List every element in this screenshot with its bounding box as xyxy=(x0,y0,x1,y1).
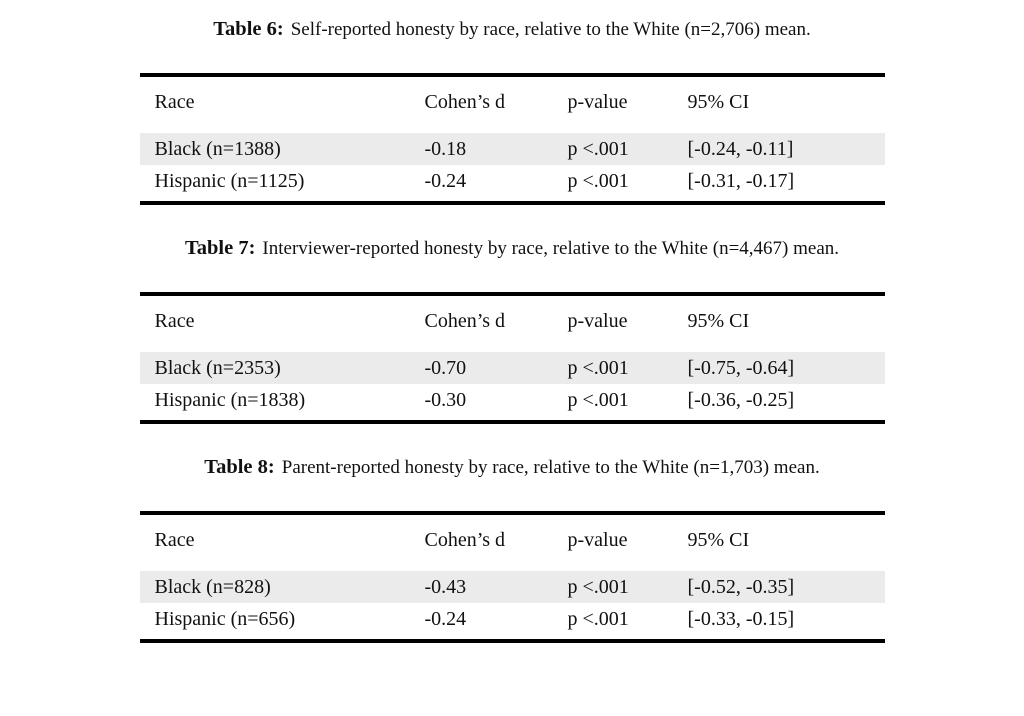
column-header-cohens-d: Cohen’s d xyxy=(424,294,568,350)
cell-race: Black (n=2353) xyxy=(139,345,425,384)
cell-race: Black (n=1388) xyxy=(139,126,425,165)
table-row: Black (n=828) -0.43 p <.001 [-0.52, -0.3… xyxy=(139,564,885,603)
table-7-caption-label: Table 7: xyxy=(184,237,256,259)
cell-ci: [-0.33, -0.15] xyxy=(687,608,795,630)
table-8-caption: Table 8: Parent-reported honesty by race,… xyxy=(0,454,1024,481)
cell-p-value: p <.001 xyxy=(567,126,688,165)
table-8-block: Table 8: Parent-reported honesty by race,… xyxy=(0,454,1024,643)
column-header-cohens-d: Cohen’s d xyxy=(424,513,568,569)
column-header-ci: 95% CI xyxy=(687,75,885,131)
cell-cohens-d: -0.18 xyxy=(424,126,568,165)
cell-cohens-d: -0.43 xyxy=(424,564,568,603)
table-6: Race Cohen’s d p-value 95% CI Black (n=1… xyxy=(139,73,885,205)
table-8-caption-label: Table 8: xyxy=(204,456,275,478)
cell-ci: [-0.52, -0.35] xyxy=(687,564,885,603)
cell-ci: [-0.31, -0.17] xyxy=(687,170,795,192)
table-row: Black (n=2353) -0.70 p <.001 [-0.75, -0.… xyxy=(139,345,885,384)
table-row: Hispanic (n=1838) -0.30 p <.001 [-0.36, … xyxy=(140,384,885,422)
column-header-p-value: p-value xyxy=(567,513,688,569)
table-7-block: Table 7: Interviewer-reported honesty by … xyxy=(0,235,1024,424)
table-8-body: Black (n=828) -0.43 p <.001 [-0.52, -0.3… xyxy=(139,564,885,642)
column-header-race: Race xyxy=(139,75,425,131)
cell-race: Hispanic (n=1838) xyxy=(154,389,306,411)
header-row: Race Cohen’s d p-value 95% CI xyxy=(139,513,885,569)
table-row: Hispanic (n=656) -0.24 p <.001 [-0.33, -… xyxy=(140,603,885,641)
column-header-p-value: p-value xyxy=(567,75,688,131)
cell-ci: [-0.24, -0.11] xyxy=(687,126,885,165)
table-6-caption-label: Table 6: xyxy=(213,18,284,40)
table-6-caption: Table 6: Self-reported honesty by race, r… xyxy=(0,16,1024,43)
header-row: Race Cohen’s d p-value 95% CI xyxy=(139,294,885,350)
table-7: Race Cohen’s d p-value 95% CI Black (n=2… xyxy=(139,292,885,424)
table-8: Race Cohen’s d p-value 95% CI Black (n=8… xyxy=(139,511,885,643)
column-header-p-value: p-value xyxy=(567,294,688,350)
table-8-header: Race Cohen’s d p-value 95% CI xyxy=(139,513,885,569)
cell-cohens-d: -0.30 xyxy=(424,389,467,411)
cell-cohens-d: -0.24 xyxy=(424,608,467,630)
table-6-block: Table 6: Self-reported honesty by race, r… xyxy=(0,16,1024,205)
cell-ci: [-0.36, -0.25] xyxy=(687,389,795,411)
table-7-caption-text: Interviewer-reported honesty by race, re… xyxy=(262,238,840,259)
table-7-caption: Table 7: Interviewer-reported honesty by … xyxy=(0,235,1024,262)
cell-p-value: p <.001 xyxy=(567,389,629,411)
cell-p-value: p <.001 xyxy=(567,170,629,192)
cell-race: Hispanic (n=1125) xyxy=(154,170,305,192)
table-row: Black (n=1388) -0.18 p <.001 [-0.24, -0.… xyxy=(139,126,885,165)
table-7-header: Race Cohen’s d p-value 95% CI xyxy=(139,294,885,350)
cell-p-value: p <.001 xyxy=(567,345,688,384)
column-header-race: Race xyxy=(139,513,425,569)
cell-cohens-d: -0.70 xyxy=(424,345,568,384)
table-row: Hispanic (n=1125) -0.24 p <.001 [-0.31, … xyxy=(140,165,885,203)
table-6-body: Black (n=1388) -0.18 p <.001 [-0.24, -0.… xyxy=(139,126,885,204)
cell-p-value: p <.001 xyxy=(567,608,629,630)
column-header-ci: 95% CI xyxy=(687,294,885,350)
cell-race: Hispanic (n=656) xyxy=(154,608,296,630)
cell-cohens-d: -0.24 xyxy=(424,170,467,192)
table-8-caption-text: Parent-reported honesty by race, relativ… xyxy=(281,457,820,478)
column-header-cohens-d: Cohen’s d xyxy=(424,75,568,131)
cell-ci: [-0.75, -0.64] xyxy=(687,345,885,384)
table-6-caption-text: Self-reported honesty by race, relative … xyxy=(290,19,811,40)
table-6-header: Race Cohen’s d p-value 95% CI xyxy=(139,75,885,131)
cell-p-value: p <.001 xyxy=(567,564,688,603)
column-header-race: Race xyxy=(139,294,425,350)
table-7-body: Black (n=2353) -0.70 p <.001 [-0.75, -0.… xyxy=(139,345,885,423)
header-row: Race Cohen’s d p-value 95% CI xyxy=(139,75,885,131)
column-header-ci: 95% CI xyxy=(687,513,885,569)
cell-race: Black (n=828) xyxy=(139,564,425,603)
